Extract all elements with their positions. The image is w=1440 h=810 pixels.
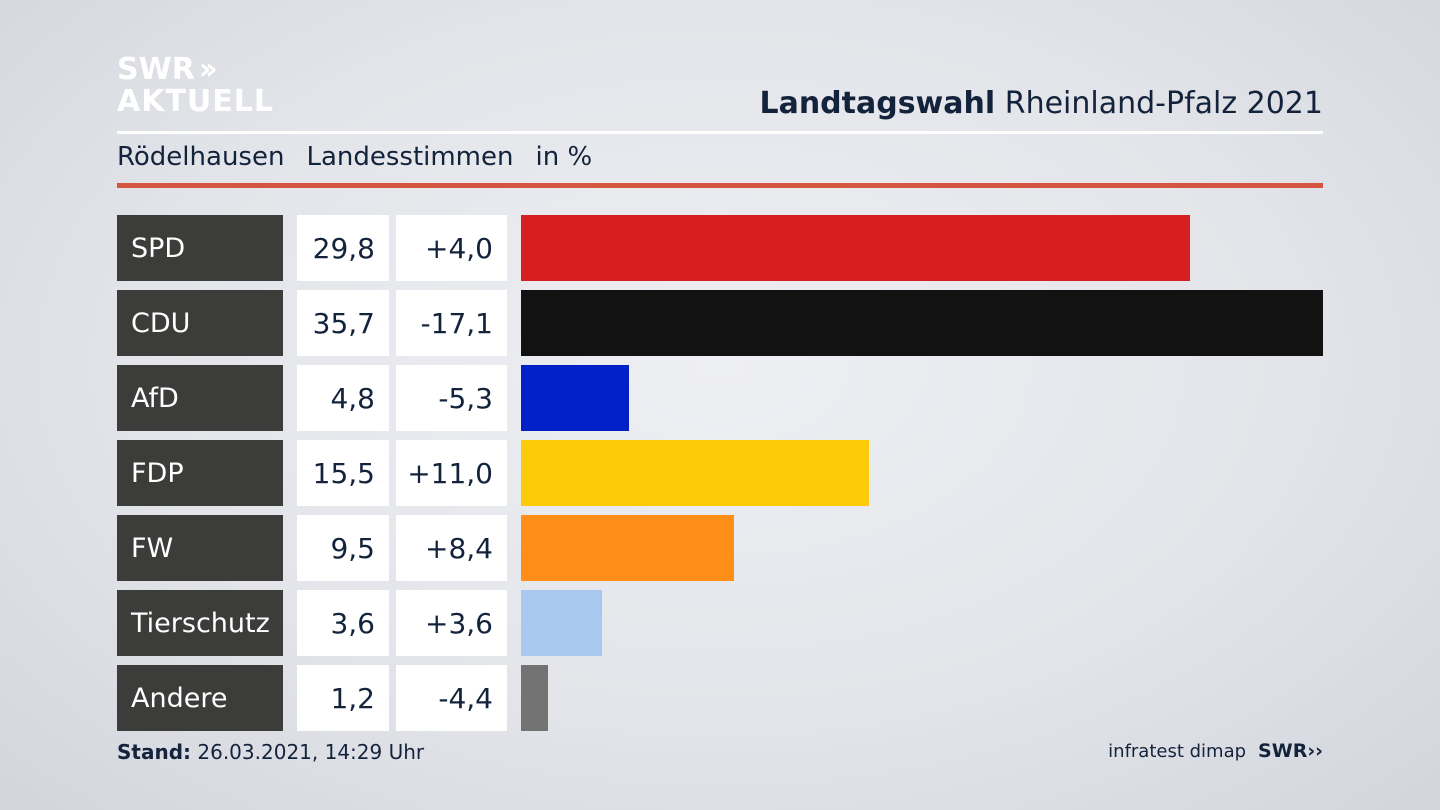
bar: [521, 665, 548, 731]
title-rest: Rheinland-Pfalz 2021: [1004, 86, 1323, 121]
bar: [521, 440, 869, 506]
subtitle-divider: [117, 183, 1323, 188]
change-label: -17,1: [396, 290, 507, 356]
timestamp: Stand: 26.03.2021, 14:29 Uhr: [117, 740, 424, 764]
bar-row: FDP 15,5 +11,0: [0, 440, 1440, 506]
party-label: Tierschutz: [117, 590, 283, 656]
footer-swr-logo: SWR››: [1258, 740, 1323, 762]
vote-share-label: 9,5: [297, 515, 389, 581]
stand-label: Stand:: [117, 740, 192, 764]
bar-row: SPD 29,8 +4,0: [0, 215, 1440, 281]
logo-swr-text: SWR: [117, 52, 195, 87]
vote-share-label: 1,2: [297, 665, 389, 731]
bar: [521, 365, 629, 431]
change-label: -4,4: [396, 665, 507, 731]
bar: [521, 590, 602, 656]
change-label: +4,0: [396, 215, 507, 281]
vote-share-label: 3,6: [297, 590, 389, 656]
bar-row: Andere 1,2 -4,4: [0, 665, 1440, 731]
bar-row: CDU 35,7 -17,1: [0, 290, 1440, 356]
footer-swr-text: SWR: [1258, 740, 1308, 762]
vote-share-label: 15,5: [297, 440, 389, 506]
swr-aktuell-logo: SWR ›› AKTUELL: [117, 54, 274, 118]
footer-credits: infratest dimap SWR››: [1108, 740, 1323, 762]
party-label: FW: [117, 515, 283, 581]
footer-chevrons-icon: ››: [1307, 740, 1323, 762]
title-divider: [117, 131, 1323, 134]
subtitle-unit: in %: [535, 142, 593, 172]
party-label: Andere: [117, 665, 283, 731]
vote-share-label: 29,8: [297, 215, 389, 281]
chart-title: Landtagswahl Rheinland-Pfalz 2021: [759, 86, 1323, 121]
bar-row: AfD 4,8 -5,3: [0, 365, 1440, 431]
stand-value: 26.03.2021, 14:29 Uhr: [197, 740, 425, 764]
subtitle-place: Rödelhausen: [117, 142, 285, 172]
change-label: +8,4: [396, 515, 507, 581]
party-label: FDP: [117, 440, 283, 506]
bar-row: Tierschutz 3,6 +3,6: [0, 590, 1440, 656]
logo-aktuell-text: AKTUELL: [117, 84, 275, 119]
change-label: +3,6: [396, 590, 507, 656]
bar: [521, 215, 1190, 281]
title-bold: Landtagswahl: [759, 86, 996, 121]
bar: [521, 515, 734, 581]
change-label: +11,0: [396, 440, 507, 506]
bar-row: FW 9,5 +8,4: [0, 515, 1440, 581]
source-label: infratest dimap: [1108, 740, 1247, 762]
bar: [521, 290, 1323, 356]
party-label: SPD: [117, 215, 283, 281]
party-label: CDU: [117, 290, 283, 356]
chart-subtitle: Rödelhausen Landesstimmen in %: [117, 142, 592, 172]
vote-share-label: 35,7: [297, 290, 389, 356]
change-label: -5,3: [396, 365, 507, 431]
vote-share-label: 4,8: [297, 365, 389, 431]
party-label: AfD: [117, 365, 283, 431]
subtitle-measure: Landesstimmen: [306, 142, 514, 172]
